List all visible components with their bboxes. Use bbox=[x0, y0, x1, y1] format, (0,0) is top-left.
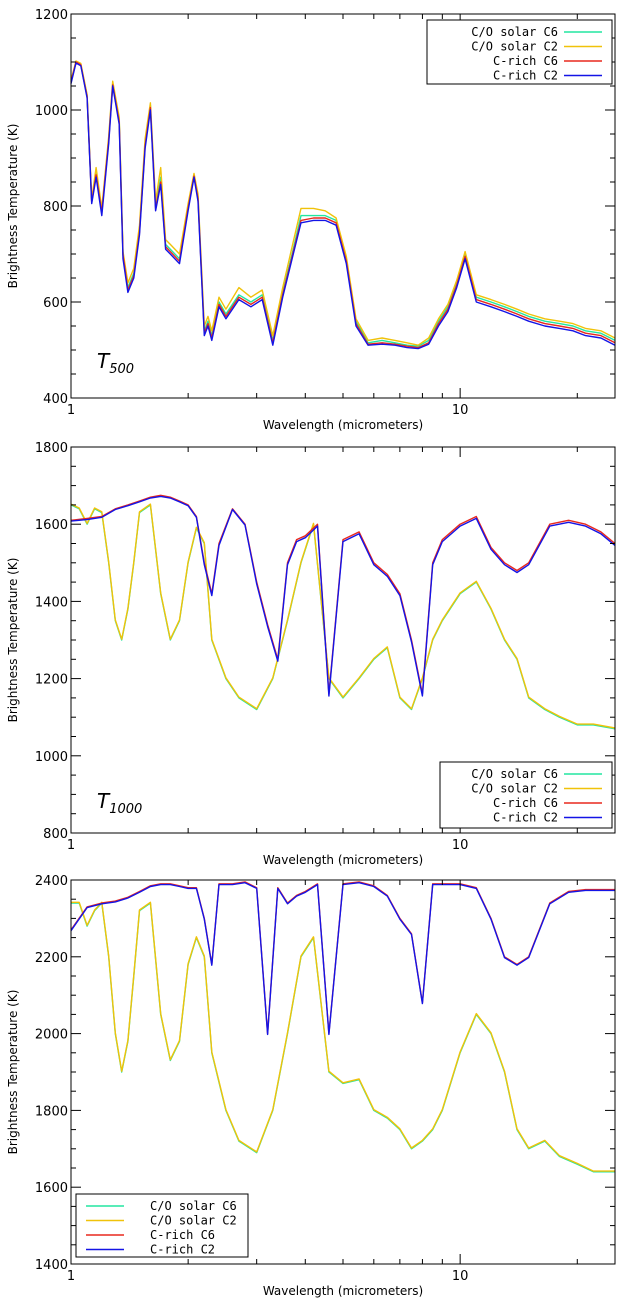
x-tick-label: 1 bbox=[67, 1269, 75, 1284]
y-axis-title: Brightness Temperature (K) bbox=[6, 558, 20, 723]
series-line-c-rich-c6 bbox=[70, 881, 615, 1035]
x-axis-title: Wavelength (micrometers) bbox=[263, 1284, 423, 1298]
chart-panel-1: 800 1000 1200 1400 1600 1800 1 10 Wavelength (mi… bbox=[6, 441, 616, 867]
y-tick-label: 1600 bbox=[35, 518, 68, 533]
y-tick-label: 600 bbox=[43, 296, 68, 311]
x-axis-title: Wavelength (micrometers) bbox=[263, 418, 423, 432]
legend-label: C-rich C2 bbox=[493, 811, 558, 825]
y-tick-label: 800 bbox=[43, 200, 68, 215]
x-tick-label: 1 bbox=[67, 403, 75, 418]
series-line-c-rich-c2 bbox=[70, 882, 615, 1036]
legend-label: C-rich C2 bbox=[150, 1243, 215, 1257]
y-tick-label: 1200 bbox=[35, 8, 68, 23]
series-line-c-rich-c6 bbox=[70, 494, 616, 695]
legend-label: C/O solar C6 bbox=[471, 767, 558, 781]
series-line-co-solar-c6 bbox=[70, 61, 616, 347]
y-tick-label: 2200 bbox=[35, 951, 68, 966]
series-line-co-solar-c2 bbox=[71, 901, 615, 1172]
y-tick-label: 1400 bbox=[35, 1258, 68, 1273]
series-line-c-rich-c6 bbox=[70, 61, 616, 349]
y-tick-label: 1800 bbox=[35, 441, 68, 456]
y-tick-label: 2400 bbox=[35, 874, 68, 889]
legend: C/O solar C6C/O solar C2C-rich C6C-rich … bbox=[426, 19, 613, 85]
y-tick-label: 1800 bbox=[35, 1104, 68, 1119]
legend-label: C-rich C6 bbox=[493, 54, 558, 68]
legend-box bbox=[75, 1193, 249, 1258]
legend-label: C-rich C6 bbox=[150, 1228, 215, 1242]
y-tick-label: 1200 bbox=[35, 673, 68, 688]
legend: C/O solar C6C/O solar C2C-rich C6C-rich … bbox=[75, 1193, 249, 1258]
y-tick-label: 2000 bbox=[35, 1028, 68, 1043]
legend-label: C/O solar C6 bbox=[471, 25, 558, 39]
x-tick-label: 1 bbox=[67, 838, 75, 853]
chart-panel-2: 1400 1600 1800 2000 2200 2400 1 10 Wavelength (m… bbox=[6, 874, 616, 1298]
y-tick-label: 400 bbox=[43, 392, 68, 407]
y-tick-label: 1400 bbox=[35, 595, 68, 610]
panel-label: T500 bbox=[97, 349, 134, 377]
series-line-co-solar-c6 bbox=[70, 504, 616, 730]
legend: C/O solar C6C/O solar C2C-rich C6C-rich … bbox=[439, 761, 613, 829]
y-tick-label: 1600 bbox=[35, 1181, 68, 1196]
y-tick-label: 1000 bbox=[35, 750, 68, 765]
legend-label: C-rich C6 bbox=[493, 796, 558, 810]
series-line-c-rich-c2 bbox=[70, 62, 616, 350]
legend-box bbox=[426, 19, 613, 85]
legend-label: C/O solar C2 bbox=[471, 782, 558, 796]
legend-label: C/O solar C2 bbox=[150, 1214, 237, 1228]
x-tick-label: 10 bbox=[452, 838, 469, 853]
legend-label: C/O solar C2 bbox=[471, 40, 558, 54]
y-tick-label: 800 bbox=[43, 827, 68, 842]
series-line-c-rich-c2 bbox=[70, 495, 616, 697]
panel-label: T1000 bbox=[97, 789, 142, 817]
x-tick-label: 10 bbox=[452, 403, 469, 418]
y-axis-title: Brightness Temperature (K) bbox=[6, 990, 20, 1155]
chart-panel-0: 400 600 800 1000 1200 1 10 Wavelength (micromet… bbox=[6, 8, 616, 432]
y-axis-title: Brightness Temperature (K) bbox=[6, 124, 20, 289]
legend-label: C-rich C2 bbox=[493, 69, 558, 83]
y-tick-label: 1000 bbox=[35, 104, 68, 119]
legend-label: C/O solar C6 bbox=[150, 1199, 237, 1213]
series-line-co-solar-c2 bbox=[70, 60, 616, 346]
x-axis-title: Wavelength (micrometers) bbox=[263, 853, 423, 867]
x-tick-label: 10 bbox=[452, 1269, 469, 1284]
series-line-co-solar-c2 bbox=[70, 503, 616, 729]
